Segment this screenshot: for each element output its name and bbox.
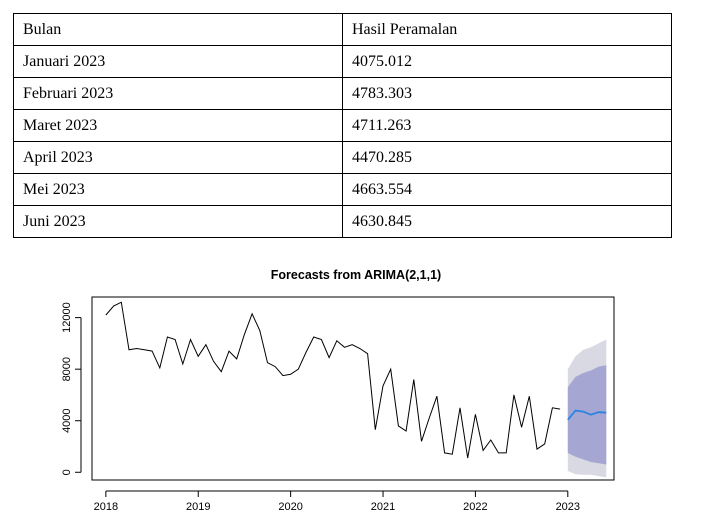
- y-tick-label: 8000: [61, 357, 73, 381]
- y-tick-label: 0: [61, 469, 73, 475]
- x-tick-label: 2022: [463, 501, 487, 513]
- interval-band-80pct: [567, 365, 607, 465]
- month-cell: April 2023: [13, 141, 343, 174]
- plot-frame: [91, 296, 615, 481]
- arima-forecast-chart: Forecasts from ARIMA(2,1,1) 2018 2019 2020…: [61, 268, 615, 513]
- table-row: Maret 2023 4711.263: [13, 109, 672, 142]
- forecast-value-cell: 4075.012: [342, 45, 672, 78]
- x-tick-label: 2023: [556, 501, 580, 513]
- forecast-value-cell: 4630.845: [342, 205, 672, 238]
- table-row: April 2023 4470.285: [13, 141, 672, 174]
- forecast-series-line: [567, 409, 607, 421]
- table-header-row: Bulan Hasil Peramalan: [13, 13, 672, 46]
- y-tick-label: 4000: [61, 408, 73, 432]
- header-cell: Hasil Peramalan: [342, 13, 672, 46]
- x-tick-label: 2020: [278, 501, 302, 513]
- forecast-results-table: Bulan Hasil Peramalan Januari 2023 4075.…: [13, 13, 672, 238]
- table-row: Januari 2023 4075.012: [13, 45, 672, 78]
- table-row: Mei 2023 4663.554: [13, 173, 672, 206]
- month-cell: Januari 2023: [13, 45, 343, 78]
- table-row: Juni 2023 4630.845: [13, 205, 672, 238]
- y-tick-label: 12000: [61, 302, 73, 333]
- x-axis: 2018 2019 2020 2021 2022 2023: [94, 490, 580, 513]
- forecast-value-cell: 4711.263: [342, 109, 672, 142]
- y-axis: 0 4000 8000 12000: [61, 302, 82, 475]
- x-tick-label: 2021: [371, 501, 395, 513]
- prediction-intervals: [567, 339, 607, 478]
- month-cell: Mei 2023: [13, 173, 343, 206]
- month-cell: Februari 2023: [13, 77, 343, 110]
- chart-title: Forecasts from ARIMA(2,1,1): [271, 268, 441, 282]
- header-cell: Bulan: [13, 13, 343, 46]
- observed-series-line: [105, 301, 561, 459]
- month-cell: Maret 2023: [13, 109, 343, 142]
- x-tick-label: 2018: [94, 501, 118, 513]
- forecast-value-cell: 4470.285: [342, 141, 672, 174]
- month-cell: Juni 2023: [13, 205, 343, 238]
- forecast-value-cell: 4663.554: [342, 173, 672, 206]
- x-tick-label: 2019: [186, 501, 210, 513]
- series-lines: [105, 301, 607, 459]
- forecast-value-cell: 4783.303: [342, 77, 672, 110]
- table-row: Februari 2023 4783.303: [13, 77, 672, 110]
